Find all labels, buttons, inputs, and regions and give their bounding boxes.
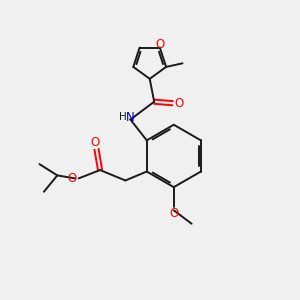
Text: N: N [125, 111, 134, 124]
Text: O: O [68, 172, 77, 185]
Text: O: O [155, 38, 164, 51]
Text: H: H [118, 112, 126, 122]
Text: O: O [175, 97, 184, 110]
Text: O: O [90, 136, 100, 149]
Text: O: O [169, 207, 178, 220]
